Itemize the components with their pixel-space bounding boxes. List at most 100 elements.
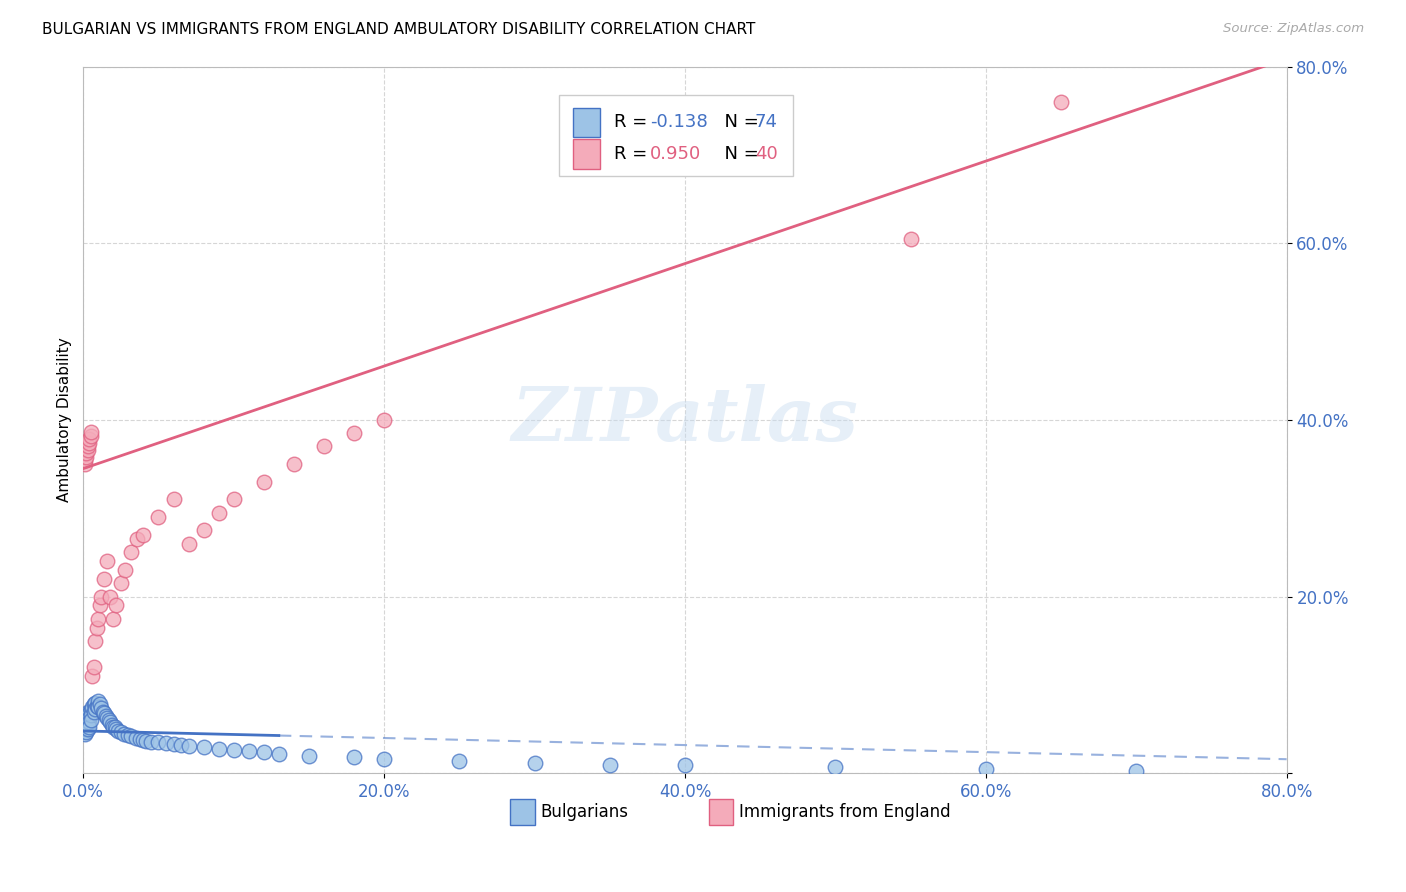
Point [312, 440, 335, 454]
Point [84, 702, 107, 716]
Point [208, 741, 231, 756]
Point [222, 492, 245, 507]
Point [76, 722, 98, 736]
Point [76, 440, 98, 454]
Point [599, 757, 621, 772]
Point [343, 750, 366, 764]
Point [87, 612, 110, 626]
Point [89, 698, 111, 712]
FancyBboxPatch shape [574, 108, 599, 137]
Text: Bulgarians: Bulgarians [540, 803, 628, 822]
Point [162, 737, 184, 751]
Point [900, 232, 922, 246]
Point [75, 715, 97, 730]
Point [75, 724, 97, 739]
Point [75, 712, 97, 726]
Point [373, 752, 395, 766]
Point [80, 708, 103, 723]
Point [107, 723, 129, 738]
Text: Immigrants from England: Immigrants from England [740, 803, 950, 822]
Point [101, 718, 124, 732]
Point [96, 711, 118, 725]
Point [193, 739, 215, 754]
Point [83, 698, 105, 712]
Point [98, 715, 121, 730]
Text: N =: N = [713, 145, 763, 163]
Point [170, 738, 193, 752]
Point [139, 734, 162, 748]
Point [79, 715, 101, 730]
Point [75, 709, 97, 723]
Point [193, 524, 215, 538]
Point [83, 705, 105, 719]
Point [79, 711, 101, 725]
Point [84, 633, 107, 648]
Text: R =: R = [614, 113, 652, 131]
FancyBboxPatch shape [558, 95, 793, 176]
Point [76, 705, 98, 719]
Text: Source: ZipAtlas.com: Source: ZipAtlas.com [1223, 22, 1364, 36]
Point [208, 506, 231, 520]
Point [96, 554, 118, 568]
Point [132, 732, 155, 747]
Point [86, 621, 108, 635]
Point [86, 699, 108, 714]
Point [127, 533, 149, 547]
Point [148, 510, 170, 524]
Point [104, 720, 127, 734]
Y-axis label: Ambulatory Disability: Ambulatory Disability [58, 337, 72, 502]
Point [373, 413, 395, 427]
Point [114, 563, 136, 577]
Point [162, 492, 184, 507]
FancyBboxPatch shape [574, 139, 599, 169]
Point [1125, 764, 1147, 778]
Point [132, 528, 155, 542]
Text: -0.138: -0.138 [650, 113, 707, 131]
Point [80, 425, 103, 440]
Point [110, 724, 132, 739]
Point [673, 758, 696, 772]
Text: 74: 74 [755, 113, 778, 131]
Point [73, 718, 96, 732]
Point [79, 436, 101, 450]
Point [120, 729, 142, 743]
Point [177, 739, 200, 753]
Point [129, 731, 152, 746]
Point [98, 590, 121, 604]
Point [76, 718, 98, 732]
Text: 0.950: 0.950 [650, 145, 702, 163]
Point [80, 429, 103, 443]
FancyBboxPatch shape [510, 799, 534, 825]
Point [79, 719, 101, 733]
Point [75, 445, 97, 459]
Point [87, 700, 110, 714]
Point [120, 545, 142, 559]
Text: N =: N = [713, 113, 763, 131]
Point [79, 433, 101, 447]
Point [76, 714, 98, 728]
Point [343, 426, 366, 441]
Point [82, 669, 104, 683]
Text: R =: R = [614, 145, 652, 163]
Point [135, 733, 157, 747]
Point [87, 694, 110, 708]
Point [97, 714, 120, 728]
Point [90, 701, 112, 715]
Point [80, 714, 103, 728]
Point [110, 576, 132, 591]
Point [93, 572, 115, 586]
Point [94, 709, 117, 723]
Text: 40: 40 [755, 145, 778, 163]
Point [112, 726, 135, 740]
Point [177, 536, 200, 550]
Point [103, 719, 125, 733]
Point [523, 756, 546, 770]
Point [73, 723, 96, 738]
Text: BULGARIAN VS IMMIGRANTS FROM ENGLAND AMBULATORY DISABILITY CORRELATION CHART: BULGARIAN VS IMMIGRANTS FROM ENGLAND AMB… [42, 22, 755, 37]
Point [105, 599, 128, 613]
Point [253, 745, 276, 759]
Point [125, 731, 148, 745]
Text: ZIPatlas: ZIPatlas [512, 384, 859, 456]
Point [449, 754, 471, 768]
Point [80, 703, 103, 717]
